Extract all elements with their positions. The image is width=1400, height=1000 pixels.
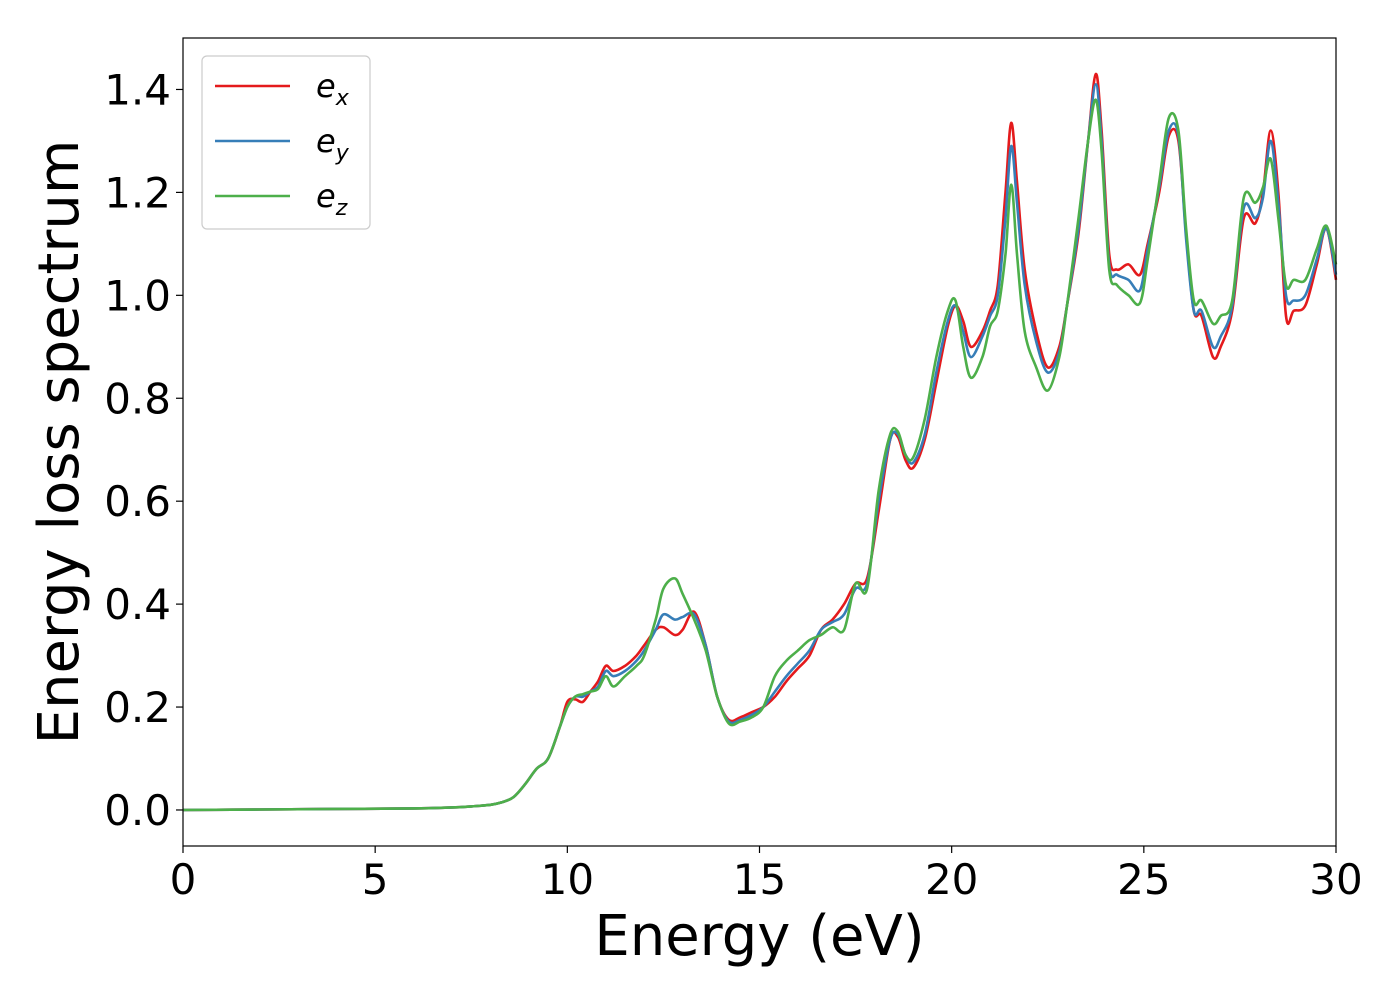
y-tick-label: 1.4 [104,65,171,114]
y-tick-label: 1.0 [104,271,171,320]
series-line-z [182,98,1338,812]
y-tick-label: 0.0 [104,786,171,835]
y-tick-label: 0.6 [104,477,171,526]
x-axis-title: Energy (eV) [594,904,924,969]
x-axis: 0 5 10 15 20 25 30 [170,846,1363,904]
legend-label-y: ey [316,122,350,166]
x-tick-label: 25 [1117,855,1170,904]
x-tick-label: 0 [170,855,197,904]
y-tick-label: 0.2 [104,683,171,732]
legend: ex ey ez [201,55,371,230]
y-axis-title: Energy loss spectrum [27,140,92,745]
legend-label-x: ex [316,67,350,111]
x-tick-label: 30 [1309,855,1362,904]
series-lines [182,72,1338,812]
x-tick-label: 20 [925,855,978,904]
x-tick-label: 5 [362,855,389,904]
legend-box [201,55,371,230]
y-axis: 0.0 0.2 0.4 0.6 0.8 1.0 1.2 1.4 [104,65,183,835]
y-tick-label: 1.2 [104,168,171,217]
x-tick-label: 10 [541,855,594,904]
legend-label-z: ez [316,177,348,221]
y-tick-label: 0.8 [104,374,171,423]
y-tick-label: 0.4 [104,580,171,629]
x-tick-label: 15 [733,855,786,904]
